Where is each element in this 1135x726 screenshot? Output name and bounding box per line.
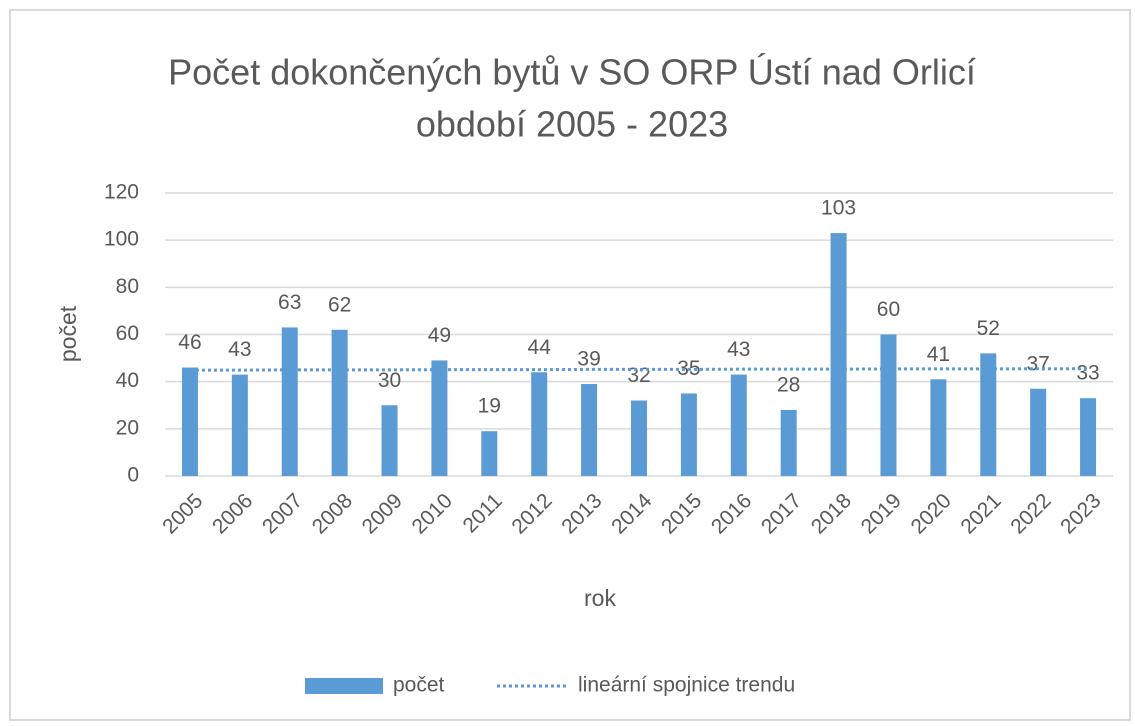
value-label: 60: [877, 298, 900, 321]
value-label: 103: [821, 197, 856, 220]
legend-swatch: [305, 678, 383, 694]
value-label: 28: [777, 374, 800, 397]
value-label: 63: [278, 291, 301, 314]
y-tick-label: 0: [127, 464, 139, 487]
bar: [331, 329, 348, 476]
value-label: 52: [977, 317, 1000, 340]
bar: [730, 374, 747, 476]
y-tick-label: 20: [116, 416, 139, 439]
legend-label: počet: [393, 674, 445, 697]
bar: [231, 374, 248, 476]
y-tick-label: 100: [104, 228, 139, 251]
value-label: 30: [378, 369, 401, 392]
bar: [780, 409, 797, 476]
value-label: 32: [627, 364, 650, 387]
bar: [381, 405, 398, 476]
bar: [181, 367, 198, 476]
bar: [1030, 388, 1047, 476]
bar: [980, 353, 997, 476]
legend-label: lineární spojnice trendu: [578, 674, 795, 697]
x-axis-label: rok: [584, 585, 616, 611]
bar: [880, 334, 897, 476]
value-label: 43: [727, 338, 750, 361]
bar: [1080, 398, 1097, 476]
bar: [930, 379, 947, 476]
bar: [431, 360, 448, 476]
value-label: 37: [1026, 352, 1049, 375]
value-label: 41: [927, 343, 950, 366]
bar: [680, 393, 697, 476]
value-label: 19: [478, 395, 501, 418]
bar: [581, 384, 598, 476]
value-label: 33: [1076, 362, 1099, 385]
y-tick-label: 40: [116, 369, 139, 392]
y-tick-label: 80: [116, 275, 139, 298]
y-axis-label: počet: [55, 305, 81, 362]
chart-frame: [9, 9, 1131, 721]
bar: [631, 400, 647, 476]
value-label: 62: [328, 293, 351, 316]
y-tick-label: 120: [104, 181, 139, 204]
bar: [481, 431, 498, 476]
value-label: 44: [528, 336, 552, 359]
chart-title: Počet dokončených bytů v SO ORP Ústí nad…: [168, 52, 976, 93]
bar: [830, 233, 847, 476]
chart-title: období 2005 - 2023: [416, 104, 728, 145]
bar: [281, 327, 298, 476]
bar: [531, 372, 548, 476]
y-tick-label: 60: [116, 322, 139, 345]
value-label: 49: [428, 324, 451, 347]
value-label: 43: [228, 338, 251, 361]
value-label: 39: [577, 348, 600, 371]
value-label: 46: [178, 331, 201, 354]
